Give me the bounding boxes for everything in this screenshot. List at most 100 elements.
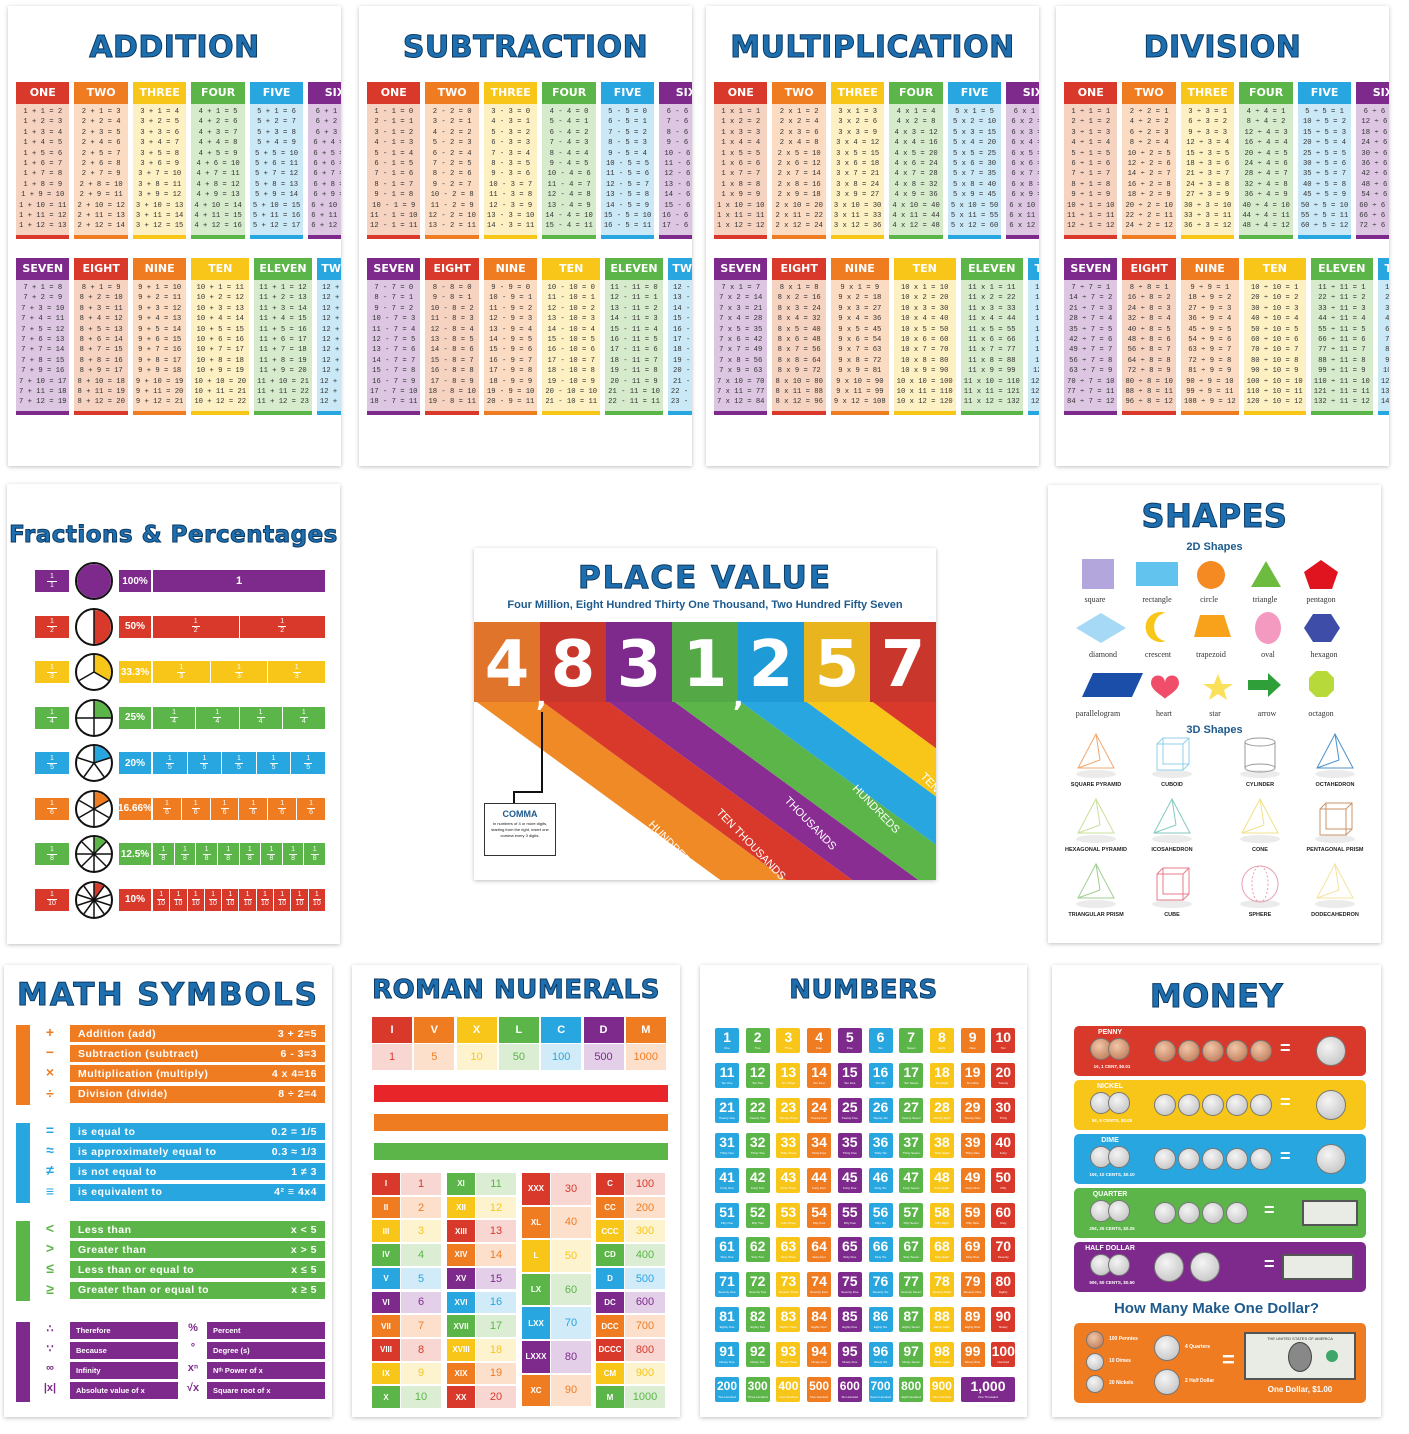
digit-block	[804, 622, 870, 702]
number-value: 9	[968, 1029, 977, 1045]
equation: 4 x 2 = 8	[896, 118, 936, 127]
number-word: Twenty Six	[873, 1115, 888, 1120]
roman-key-value: 100	[541, 1044, 582, 1070]
equation: 11 x 12 = 132	[963, 398, 1020, 407]
equation: 21 ÷ 3 = 7	[1186, 170, 1230, 179]
fraction-label: 1 10	[35, 888, 69, 911]
coin-icon	[1226, 1094, 1248, 1116]
table-column-ten: TEN 10 + 1 = 11 10 + 2 = 12 10 + 3 = 13 10 +…	[191, 258, 250, 415]
symbol-row: Degree (s)	[207, 1342, 325, 1359]
number-value: 61	[719, 1238, 735, 1255]
number-tile: 22 Twenty Two	[745, 1097, 770, 1123]
number-word: Sixty	[1000, 1220, 1007, 1225]
equation: 84 ÷ 12 = 7	[1385, 346, 1389, 355]
segment-den: 3	[237, 672, 241, 680]
equation: 1 + 10 = 11	[19, 201, 67, 210]
equation: 10 x 7 = 70	[900, 346, 949, 355]
coin-back-icon	[1108, 1092, 1130, 1114]
equation: 14 - 10 = 4	[547, 325, 595, 334]
numerator: 1	[50, 754, 54, 762]
coin-row-nickel: NICKEL 5¢, 5 CENTS, $0.05 =	[1074, 1080, 1366, 1130]
equation: 10 x 12 = 120	[896, 398, 953, 407]
percent-label: 12.5%	[119, 843, 151, 865]
digit: 8	[551, 628, 596, 702]
equation: 4 x 1 = 4	[896, 108, 936, 116]
equation: 15 - 10 = 5	[547, 336, 595, 345]
fraction-segment: 1 10	[256, 888, 274, 911]
column-footer	[74, 234, 128, 239]
number-value: 94	[811, 1343, 827, 1360]
fraction-line	[47, 626, 57, 627]
equation: 12 - 6 = 6	[664, 170, 691, 179]
symbol-row: Infinity	[70, 1362, 178, 1379]
equation: 99 ÷ 9 = 11	[1186, 388, 1234, 397]
symbol-example: x < 5	[290, 1223, 317, 1236]
equation: 16 - 10 = 6	[547, 346, 595, 355]
shape-label-parallelogram: parallelogram	[1075, 709, 1121, 718]
coin-icon	[1154, 1252, 1184, 1282]
equation: 2 + 5 = 7	[81, 149, 121, 158]
equation: 10 x 3 = 30	[900, 304, 949, 313]
fraction-line	[256, 717, 265, 718]
equation: 12 ÷ 1 = 12	[1067, 222, 1115, 231]
coin-icon	[1178, 1148, 1200, 1170]
segment-num: 1	[314, 891, 319, 898]
fraction-line	[157, 899, 166, 900]
equation: 9 - 5 = 4	[608, 149, 647, 158]
roman-value: 15	[476, 1267, 516, 1290]
column-footer	[830, 410, 889, 415]
shape-label-hexagon: hexagon	[1310, 650, 1338, 659]
number-tile: 25 Twenty Five	[837, 1097, 862, 1123]
equation: 120 ÷ 10 = 12	[1246, 398, 1303, 407]
equation: 1 x 5 = 5	[721, 149, 761, 158]
column-footer	[714, 410, 768, 415]
bill-text: THE UNITED STATES OF AMERICA	[1267, 1336, 1333, 1341]
fraction-line	[220, 808, 229, 809]
number-tile: 400 Four Hundred	[776, 1377, 801, 1402]
number-value: 200	[716, 1379, 738, 1393]
number-tile: 33 Thirty Three	[776, 1132, 801, 1158]
equation: 9 x 12 = 108	[833, 398, 886, 407]
dollar-bill-icon	[1282, 1254, 1354, 1280]
equation: 15 - 12 = 3	[673, 315, 691, 324]
equation: 9 ÷ 1 = 9	[1071, 191, 1111, 200]
pie-circle-icon	[75, 880, 113, 919]
number-value: 60	[995, 1203, 1012, 1220]
equation: 4 + 4 = 8	[198, 139, 238, 148]
equation: 13 - 8 = 5	[430, 336, 474, 345]
column-header: ONE	[367, 82, 421, 104]
number-word: Fifty Seven	[903, 1220, 919, 1225]
equation: 5 ÷ 1 = 5	[1071, 149, 1111, 158]
number-value: 65	[842, 1238, 858, 1255]
number-tile: 52 Fifty Two	[745, 1202, 770, 1228]
fraction-line	[243, 899, 252, 900]
number-word: Ten Six	[875, 1080, 886, 1085]
roman-value: 300	[625, 1220, 665, 1243]
equation: 15 - 5 = 10	[603, 212, 652, 221]
equation: 11 + 10 = 21	[257, 377, 309, 386]
equation: 24 ÷ 8 = 3	[1127, 304, 1171, 313]
equation: 40 ÷ 10 = 4	[1250, 315, 1299, 324]
equation: 12 - 12 = 0	[673, 284, 691, 292]
column-body: 10 + 1 = 11 10 + 2 = 12 10 + 3 = 13 10 + 4 …	[191, 280, 250, 411]
equation: 7 x 10 = 70	[717, 377, 765, 386]
equation: 14 - 4 = 10	[545, 212, 593, 221]
roman-value: 100	[625, 1173, 665, 1195]
roman-value: 60	[551, 1273, 591, 1306]
segment-den: 6	[280, 809, 285, 816]
equation: 4 x 12 = 48	[892, 222, 940, 231]
number-tile: 63 Sixty Three	[776, 1237, 801, 1263]
fraction-line	[47, 762, 57, 764]
coin-icon	[1250, 1148, 1272, 1170]
number-word: Ninety	[999, 1325, 1008, 1330]
